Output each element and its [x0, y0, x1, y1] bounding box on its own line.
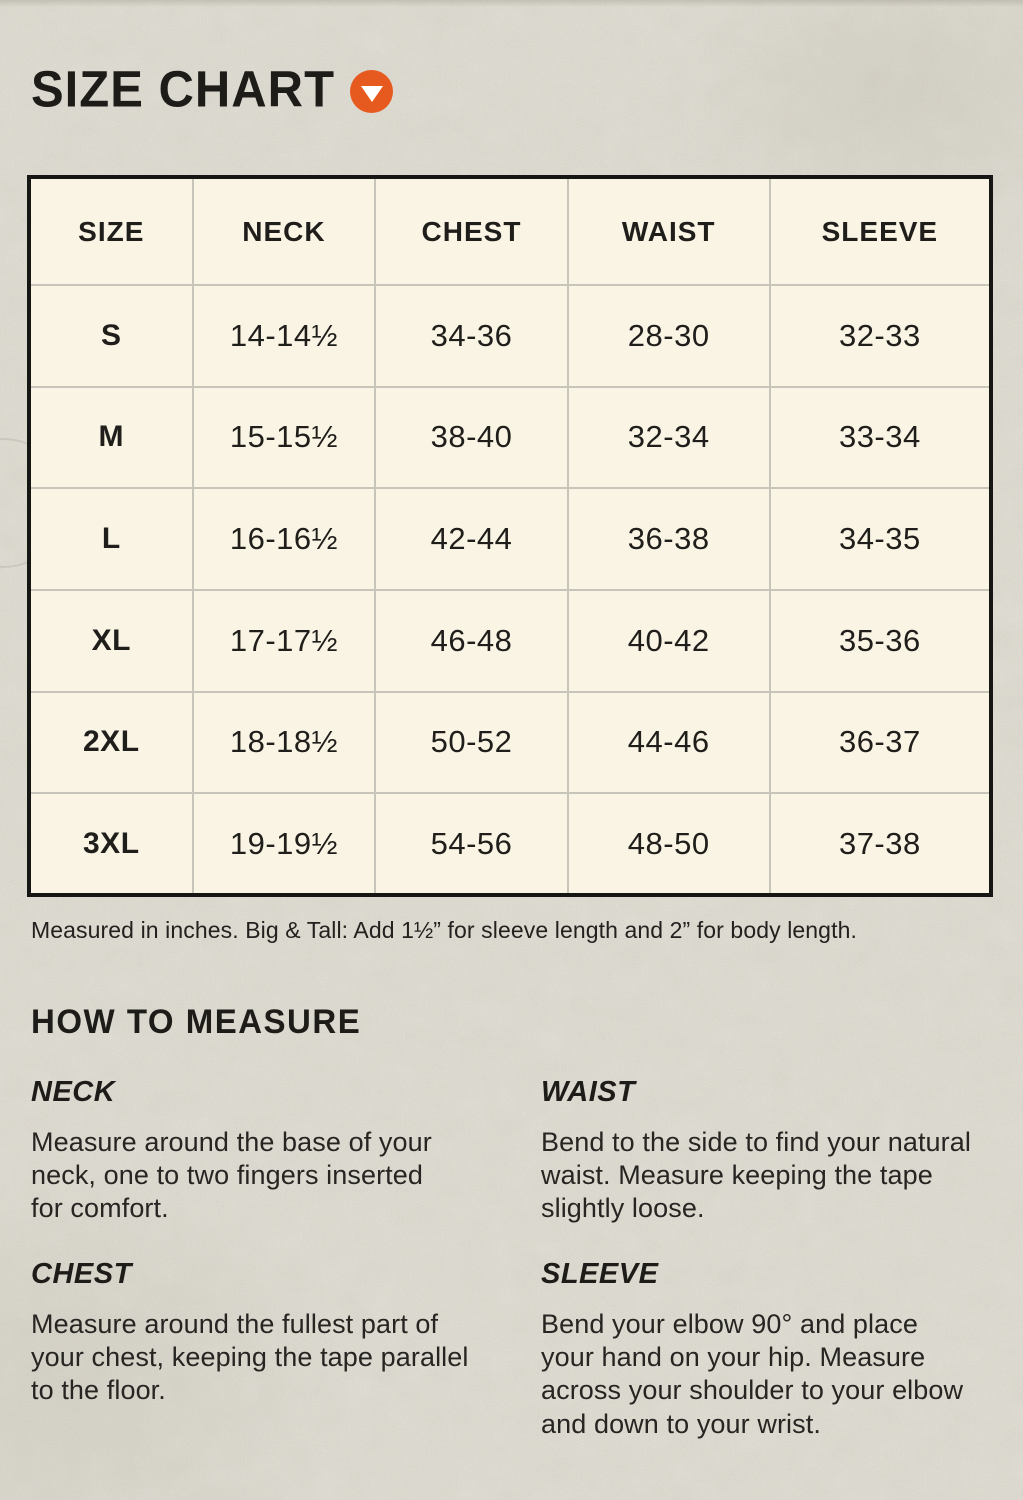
waist-value: 28-30 [566, 284, 771, 388]
triangle-down-icon [360, 85, 383, 102]
table-footnote: Measured in inches. Big & Tall: Add 1½” … [31, 917, 857, 943]
measure-section-chest: CHEST Measure around the fullest part of… [31, 1258, 511, 1408]
measure-section-waist: WAIST Bend to the side to find your natu… [541, 1076, 1021, 1226]
measure-section-text: Bend your elbow 90° and place your hand … [541, 1309, 964, 1439]
waist-value: 48-50 [566, 792, 771, 896]
table-row: 2XL 18-18½ 50-52 44-46 36-37 [28, 690, 993, 795]
measure-section-title: SLEEVE [541, 1258, 659, 1290]
neck-value: 16-16½ [191, 487, 377, 591]
table-header-row: SIZE NECK CHEST WAIST SLEEVE [28, 176, 993, 286]
sleeve-value: 37-38 [768, 792, 993, 896]
table-row: M 15-15½ 38-40 32-34 33-34 [28, 385, 993, 490]
size-label: XL [28, 588, 194, 693]
measure-section-neck: NECK Measure around the base of your nec… [31, 1076, 511, 1226]
neck-value: 15-15½ [191, 385, 377, 490]
size-table: SIZE NECK CHEST WAIST SLEEVE S 14-14½ 34… [27, 175, 993, 897]
waist-value: 36-38 [566, 487, 771, 591]
chest-value: 34-36 [374, 284, 569, 388]
measure-section-title: WAIST [541, 1076, 636, 1108]
waist-value: 32-34 [566, 385, 771, 490]
size-label: M [28, 385, 194, 490]
page-title: SIZE CHART [31, 61, 335, 119]
size-label: 3XL [28, 792, 194, 896]
size-label: L [28, 487, 194, 591]
column-header-size: SIZE [28, 176, 194, 286]
sleeve-value: 36-37 [768, 690, 993, 795]
column-header-waist: WAIST [566, 176, 771, 286]
chest-value: 38-40 [374, 385, 569, 490]
sleeve-value: 35-36 [768, 588, 993, 693]
neck-value: 18-18½ [191, 690, 377, 795]
size-chart-header: SIZE CHART [31, 61, 393, 119]
measure-section-text: Measure around the base of your neck, on… [31, 1127, 432, 1224]
table-row: 3XL 19-19½ 54-56 48-50 37-38 [28, 792, 993, 896]
chest-value: 42-44 [374, 487, 569, 591]
chest-value: 46-48 [374, 588, 569, 693]
column-header-neck: NECK [191, 176, 377, 286]
table-row: XL 17-17½ 46-48 40-42 35-36 [28, 588, 993, 693]
neck-value: 14-14½ [191, 284, 377, 388]
column-header-sleeve: SLEEVE [768, 176, 993, 286]
sleeve-value: 32-33 [768, 284, 993, 388]
how-to-measure-heading: HOW TO MEASURE [31, 1002, 362, 1041]
neck-value: 17-17½ [191, 588, 377, 693]
waist-value: 40-42 [566, 588, 771, 693]
chest-value: 54-56 [374, 792, 569, 896]
size-label: 2XL [28, 690, 194, 795]
neck-value: 19-19½ [191, 792, 377, 896]
size-label: S [28, 284, 194, 388]
measure-section-sleeve: SLEEVE Bend your elbow 90° and place you… [541, 1258, 1021, 1441]
measure-section-text: Measure around the fullest part of your … [31, 1309, 469, 1406]
column-header-chest: CHEST [374, 176, 569, 286]
measure-section-title: CHEST [31, 1258, 132, 1290]
table-row: S 14-14½ 34-36 28-30 32-33 [28, 284, 993, 388]
sleeve-value: 33-34 [768, 385, 993, 490]
sleeve-value: 34-35 [768, 487, 993, 591]
measure-section-text: Bend to the side to find your natural wa… [541, 1127, 971, 1224]
table-row: L 16-16½ 42-44 36-38 34-35 [28, 487, 993, 591]
waist-value: 44-46 [566, 690, 771, 795]
expand-toggle-button[interactable] [350, 70, 393, 113]
chest-value: 50-52 [374, 690, 569, 795]
measure-section-title: NECK [31, 1076, 116, 1108]
